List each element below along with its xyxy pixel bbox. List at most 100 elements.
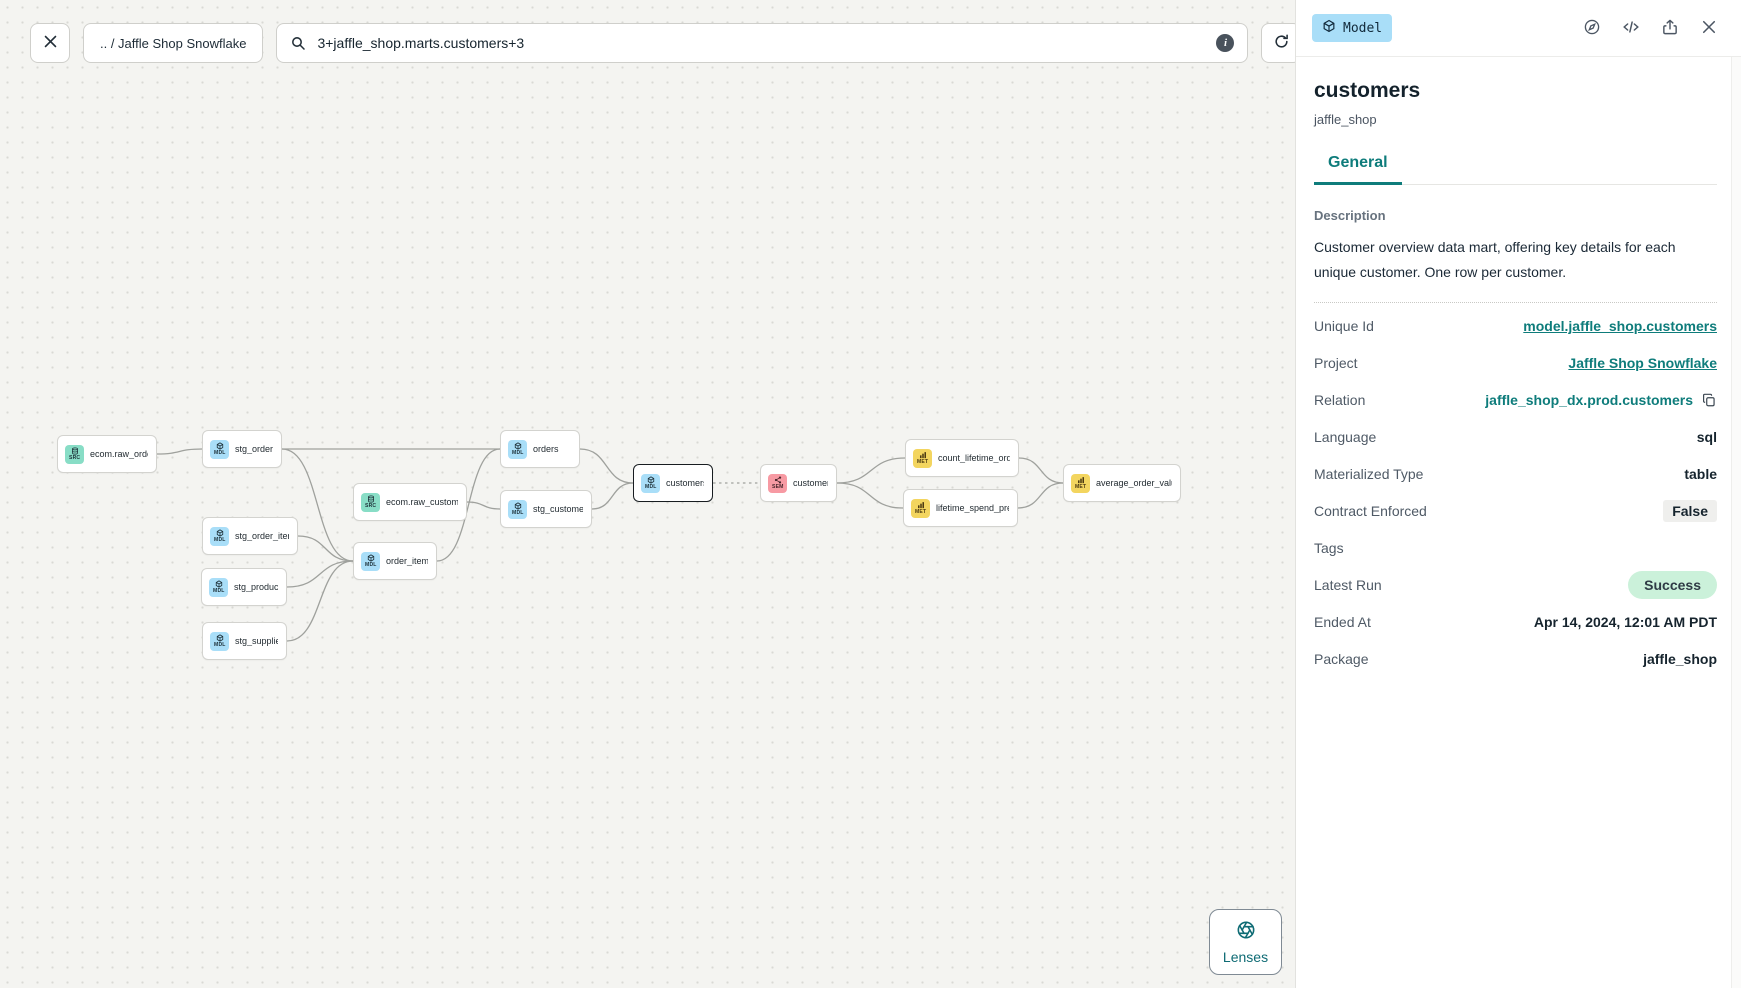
code-icon	[1622, 18, 1640, 39]
mdl-type-icon: MDL	[508, 499, 527, 519]
aperture-icon	[1236, 920, 1256, 945]
mdl-type-icon: MDL	[209, 577, 228, 597]
property-row-tags: Tags	[1314, 530, 1717, 567]
property-value: False	[1663, 500, 1717, 523]
search-bar: i	[276, 23, 1249, 63]
code-button[interactable]	[1621, 18, 1641, 38]
dag-node-order_items[interactable]: MDL order_items	[353, 542, 437, 580]
close-icon	[42, 33, 59, 53]
property-row-language: Language sql	[1314, 419, 1717, 456]
mdl-type-icon: MDL	[210, 631, 229, 651]
project-link[interactable]: Jaffle Shop Snowflake	[1568, 355, 1717, 372]
property-row-relation: Relation jaffle_shop_dx.prod.customers	[1314, 382, 1717, 419]
src-type-icon: SRC	[65, 444, 84, 464]
node-label: count_lifetime_orders	[938, 453, 1010, 463]
property-label: Tags	[1314, 540, 1344, 557]
node-label: stg_customers	[533, 504, 583, 514]
panel-body: customers jaffle_shop General Descriptio…	[1296, 57, 1741, 678]
dag-node-average_order_value[interactable]: MET average_order_value	[1063, 464, 1181, 502]
resource-type-badge: Model	[1312, 14, 1393, 42]
unique-id-link[interactable]: model.jaffle_shop.customers	[1523, 318, 1717, 335]
description-text: Customer overview data mart, offering ke…	[1314, 239, 1676, 281]
close-icon	[1700, 18, 1718, 39]
mdl-type-icon: MDL	[361, 551, 380, 571]
node-label: stg_orders	[235, 444, 273, 454]
share-button[interactable]	[1660, 18, 1680, 38]
property-row-contract-enforced: Contract Enforced False	[1314, 493, 1717, 530]
dag-node-stg_supplies[interactable]: MDL stg_supplies	[202, 622, 287, 660]
copy-icon[interactable]	[1701, 392, 1717, 408]
status-badge: Success	[1628, 571, 1717, 600]
cube-icon	[1322, 19, 1336, 37]
property-row-project: Project Jaffle Shop Snowflake	[1314, 345, 1717, 382]
property-label: Package	[1314, 651, 1369, 668]
search-input[interactable]	[315, 34, 1208, 52]
section-divider	[1314, 301, 1717, 303]
sem-type-icon: SEM	[768, 473, 787, 493]
lineage-toolbar: .. / Jaffle Shop Snowflake i	[30, 23, 1302, 63]
met-type-icon: MET	[1071, 473, 1090, 493]
panel-title: customers	[1314, 79, 1421, 102]
dag-node-stg_orders[interactable]: MDL stg_orders	[202, 430, 282, 468]
property-value: sql	[1696, 429, 1717, 446]
dag-node-stg_products[interactable]: MDL stg_products	[201, 568, 287, 606]
properties-list: Unique Id model.jaffle_shop.customers Proj…	[1314, 308, 1717, 678]
property-label: Relation	[1314, 392, 1366, 409]
node-label: lifetime_spend_pretax	[936, 503, 1009, 513]
property-label: Latest Run	[1314, 577, 1382, 594]
property-row-latest-run: Latest Run Success	[1314, 567, 1717, 604]
property-value: model.jaffle_shop.customers	[1523, 318, 1717, 334]
dag-node-count_lifetime_orders[interactable]: MET count_lifetime_orders	[905, 439, 1019, 477]
dag-node-customers_sem[interactable]: SEM customers	[760, 464, 837, 502]
panel-header: Model	[1296, 0, 1741, 57]
lenses-label: Lenses	[1222, 948, 1269, 965]
met-type-icon: MET	[913, 448, 932, 468]
node-label: orders	[533, 444, 559, 454]
dag-node-stg_order_items[interactable]: MDL stg_order_items	[202, 517, 298, 555]
node-label: stg_products	[234, 582, 278, 592]
mdl-type-icon: MDL	[508, 439, 527, 459]
breadcrumb[interactable]: .. / Jaffle Shop Snowflake	[83, 23, 264, 63]
node-label: customers	[666, 478, 704, 488]
close-panel-button[interactable]	[1699, 18, 1719, 38]
mdl-type-icon: MDL	[210, 526, 229, 546]
property-value: Apr 14, 2024, 12:01 AM PDT	[1533, 614, 1717, 631]
property-label: Contract Enforced	[1314, 503, 1427, 520]
details-panel: Model	[1295, 0, 1741, 988]
tab-general[interactable]: General	[1314, 154, 1402, 185]
dag-node-raw_orders[interactable]: SRC ecom.raw_orders	[57, 435, 157, 473]
info-icon[interactable]: i	[1216, 34, 1235, 52]
property-label: Materialized Type	[1314, 466, 1424, 483]
panel-subtitle: jaffle_shop	[1314, 112, 1377, 127]
property-label: Language	[1314, 429, 1377, 446]
dag-node-stg_customers[interactable]: MDL stg_customers	[500, 490, 592, 528]
mdl-type-icon: MDL	[210, 439, 229, 459]
dag-node-raw_customers[interactable]: SRC ecom.raw_customers	[353, 483, 467, 521]
refresh-icon	[1273, 33, 1290, 53]
close-lineage-button[interactable]	[30, 23, 70, 63]
node-label: ecom.raw_customers	[386, 497, 458, 507]
contract-badge: False	[1663, 500, 1717, 523]
node-label: customers	[793, 478, 828, 488]
search-icon	[292, 37, 306, 50]
panel-scrollbar[interactable]	[1731, 57, 1741, 988]
property-row-ended-at: Ended At Apr 14, 2024, 12:01 AM PDT	[1314, 604, 1717, 641]
explore-lineage-button[interactable]	[1582, 18, 1602, 38]
property-value: table	[1684, 466, 1717, 483]
dag-node-customers[interactable]: MDL customers	[633, 464, 713, 502]
panel-actions	[1582, 18, 1719, 38]
node-label: ecom.raw_orders	[90, 449, 148, 459]
dag-node-lifetime_spend_pretax[interactable]: MET lifetime_spend_pretax	[903, 489, 1018, 527]
dag-edges-layer	[156, 448, 1064, 642]
share-icon	[1661, 18, 1679, 39]
lenses-button[interactable]: Lenses	[1209, 909, 1282, 975]
property-label: Unique Id	[1314, 318, 1374, 335]
property-row-unique-id: Unique Id model.jaffle_shop.customers	[1314, 308, 1717, 345]
mdl-type-icon: MDL	[641, 473, 660, 493]
property-row-package: Package jaffle_shop	[1314, 641, 1717, 678]
node-label: stg_supplies	[235, 636, 278, 646]
lineage-canvas[interactable]: SRC ecom.raw_orders MDL stg_orders SRC ecom.r…	[0, 0, 1302, 988]
property-row-materialized-type: Materialized Type table	[1314, 456, 1717, 493]
breadcrumb-label: .. / Jaffle Shop Snowflake	[100, 35, 247, 51]
dag-node-orders[interactable]: MDL orders	[500, 430, 580, 468]
